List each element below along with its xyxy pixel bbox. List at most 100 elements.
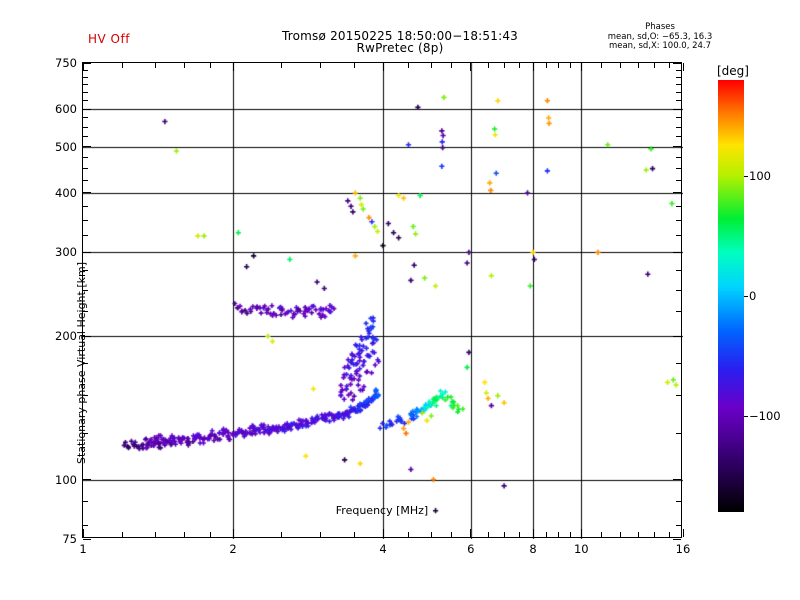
y-tick-label: 400 (55, 185, 77, 200)
x-tick-mark (653, 532, 655, 537)
y-tick-mark (83, 179, 88, 181)
y-tick-mark (673, 479, 681, 481)
y-tick-mark (83, 235, 88, 237)
x-tick-mark (601, 63, 603, 68)
x-tick-label: 6 (467, 542, 475, 556)
y-tick-mark (676, 179, 681, 181)
y-tick-mark (83, 395, 88, 397)
phases-o-stats: mean, sd,O: −65.3, 16.3 (607, 32, 713, 42)
y-tick-mark (83, 500, 88, 502)
x-tick-mark (487, 63, 489, 68)
x-tick-label: 2 (229, 542, 237, 556)
y-tick-mark (83, 168, 88, 170)
x-tick-mark (518, 63, 520, 68)
hv-status-label: HV Off (88, 32, 130, 46)
y-tick-mark (83, 192, 91, 194)
colorbar-tick-mark (744, 416, 748, 417)
x-tick-mark (569, 63, 571, 68)
x-tick-mark (545, 532, 547, 537)
x-tick-mark (557, 532, 559, 537)
colorbar-gradient (718, 80, 744, 512)
y-tick-label: 750 (55, 56, 77, 70)
y-tick-mark (83, 117, 88, 119)
y-tick-mark (673, 62, 681, 64)
y-tick-label: 500 (55, 139, 77, 154)
chart-title-line1: Tromsø 20150225 18:50:00−18:51:43 (281, 29, 519, 43)
y-tick-mark (676, 311, 681, 313)
y-tick-label: 100 (55, 472, 77, 487)
x-tick-mark (382, 63, 384, 71)
x-tick-mark (451, 63, 453, 68)
y-tick-mark (83, 136, 88, 138)
scatter-plot-canvas (83, 63, 683, 539)
y-tick-mark (83, 289, 88, 291)
x-tick-mark (470, 529, 472, 537)
x-tick-mark (682, 63, 684, 71)
y-tick-mark (83, 108, 91, 110)
x-tick-mark (580, 63, 582, 71)
y-tick-mark (83, 479, 91, 481)
y-tick-mark (676, 92, 681, 94)
chart-title-line2: RwPretec (8p) (356, 41, 444, 55)
y-tick-mark (676, 289, 681, 291)
y-tick-label: 75 (62, 532, 77, 546)
y-tick-mark (676, 269, 681, 271)
y-tick-mark (83, 335, 91, 337)
colorbar: 100 0 −100 (718, 80, 781, 512)
y-tick-mark (676, 126, 681, 128)
y-tick-mark (673, 146, 681, 148)
x-tick-mark (545, 63, 547, 68)
x-tick-mark (320, 532, 322, 537)
y-tick-mark (673, 538, 681, 540)
x-tick-mark (580, 529, 582, 537)
y-tick-mark (676, 76, 681, 78)
x-tick-mark (532, 529, 534, 537)
x-tick-mark (682, 529, 684, 537)
x-tick-mark (280, 63, 282, 68)
y-tick-mark (83, 100, 88, 102)
y-tick-mark (676, 525, 681, 527)
y-tick-mark (83, 538, 91, 540)
x-tick-label: 1 (79, 542, 87, 556)
y-tick-mark (676, 220, 681, 222)
x-tick-mark (601, 532, 603, 537)
colorbar-tick-mark (744, 296, 748, 297)
y-tick-mark (676, 205, 681, 207)
y-tick-mark (676, 84, 681, 86)
x-tick-mark (407, 532, 409, 537)
y-tick-mark (676, 500, 681, 502)
x-tick-mark (637, 532, 639, 537)
y-tick-mark (83, 220, 88, 222)
x-tick-mark (532, 63, 534, 71)
y-tick-mark (676, 117, 681, 119)
x-tick-mark (637, 63, 639, 68)
x-tick-mark (353, 532, 355, 537)
y-tick-mark (673, 335, 681, 337)
x-tick-mark (487, 532, 489, 537)
x-tick-mark (155, 532, 157, 537)
x-tick-mark (503, 532, 505, 537)
x-tick-mark (430, 63, 432, 68)
y-tick-label: 300 (55, 245, 77, 260)
y-tick-mark (676, 432, 681, 434)
y-tick-mark (83, 363, 88, 365)
y-tick-mark (83, 146, 91, 148)
x-tick-mark (620, 532, 622, 537)
x-tick-mark (82, 63, 84, 71)
colorbar-tick-label: −100 (749, 409, 781, 423)
y-tick-label: 600 (55, 102, 77, 117)
phases-heading: Phases (645, 22, 675, 32)
y-tick-mark (676, 363, 681, 365)
x-axis-label: Frequency [MHz] (335, 504, 429, 517)
x-tick-mark (653, 63, 655, 68)
y-tick-mark (673, 108, 681, 110)
y-tick-mark (83, 156, 88, 158)
y-tick-mark (676, 395, 681, 397)
x-tick-mark (382, 529, 384, 537)
plot-area: Stationary phase Virtual Height [km] 75 1… (55, 56, 690, 556)
x-tick-mark (184, 532, 186, 537)
x-tick-mark (518, 532, 520, 537)
phases-x-stats: mean, sd,X: 100.0, 24.7 (608, 41, 712, 51)
x-tick-mark (184, 63, 186, 68)
